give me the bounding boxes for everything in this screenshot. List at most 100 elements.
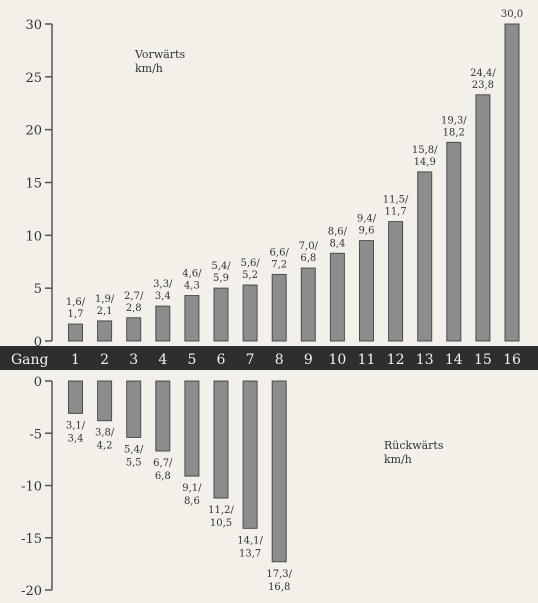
gear-number-13: 13 bbox=[416, 352, 434, 368]
reverse-bar-2 bbox=[97, 380, 113, 422]
forward-bar-6 bbox=[213, 287, 229, 342]
reverse-bar-6 bbox=[213, 380, 229, 499]
reverse-label-bottom-8: 16,8 bbox=[268, 582, 290, 593]
forward-label-top-15: 24,4/ bbox=[470, 68, 496, 79]
gear-number-7: 7 bbox=[246, 352, 255, 368]
forward-label-bottom-11: 9,6 bbox=[359, 226, 375, 237]
forward-label-bottom-5: 4,3 bbox=[184, 281, 200, 292]
reverse-bar-3 bbox=[126, 380, 142, 438]
reverse-label-bottom-3: 5,5 bbox=[126, 457, 142, 468]
reverse-label-top-6: 11,2/ bbox=[208, 505, 234, 516]
forward-label-bottom-14: 18,2 bbox=[443, 127, 465, 138]
forward-tick-label-0: 0 bbox=[34, 335, 42, 350]
forward-bar-5 bbox=[184, 295, 200, 342]
forward-label-top-11: 9,4/ bbox=[357, 214, 377, 225]
forward-label-bottom-8: 7,2 bbox=[271, 259, 287, 270]
forward-label-bottom-15: 23,8 bbox=[472, 80, 494, 91]
forward-bar-13 bbox=[417, 171, 433, 342]
reverse-label-bottom-2: 4,2 bbox=[97, 441, 113, 452]
forward-bar-1 bbox=[68, 323, 83, 342]
forward-bars: 1,6/1,7 1,9/2,1 2,7/2,8 3,3/3,4 4,6/4,3 5,4/5… bbox=[66, 9, 523, 342]
gear-band-background bbox=[0, 346, 538, 370]
forward-label-top-2: 1,9/ bbox=[95, 294, 115, 305]
reverse-unit: km/h bbox=[384, 453, 412, 466]
forward-label-top-4: 3,3/ bbox=[153, 279, 173, 290]
forward-label-top-13: 15,8/ bbox=[412, 145, 438, 156]
gear-number-8: 8 bbox=[275, 352, 284, 368]
forward-axis: 0 5 10 15 20 25 30 bbox=[25, 18, 53, 350]
forward-bar-4 bbox=[155, 305, 171, 342]
reverse-label-top-4: 6,7/ bbox=[153, 458, 173, 469]
reverse-tick-label--20: -20 bbox=[21, 584, 42, 599]
reverse-bar-7 bbox=[242, 380, 258, 529]
forward-label-top-7: 5,6/ bbox=[240, 258, 260, 269]
reverse-tick-label--15: -15 bbox=[21, 532, 42, 547]
forward-label-bottom-3: 2,8 bbox=[126, 303, 142, 314]
forward-label-top-14: 19,3/ bbox=[441, 115, 467, 126]
forward-bar-2 bbox=[97, 320, 113, 342]
forward-label-bottom-2: 2,1 bbox=[97, 306, 113, 317]
forward-tick-label-15: 15 bbox=[25, 177, 42, 192]
forward-tick-label-5: 5 bbox=[34, 282, 42, 297]
forward-bar-8 bbox=[271, 273, 287, 342]
forward-label-top-10: 8,6/ bbox=[328, 226, 348, 237]
forward-bar-12 bbox=[388, 221, 404, 342]
reverse-label-top-8: 17,3/ bbox=[266, 569, 292, 580]
gear-number-2: 2 bbox=[100, 352, 109, 368]
forward-label-top-12: 11,5/ bbox=[383, 195, 409, 206]
reverse-label-top-3: 5,4/ bbox=[124, 444, 144, 455]
reverse-bar-1 bbox=[68, 380, 83, 414]
forward-label-top-5: 4,6/ bbox=[182, 269, 202, 280]
forward-title: Vorwärts bbox=[134, 48, 185, 61]
forward-label-top-1: 1,6/ bbox=[66, 297, 86, 308]
forward-bar-11 bbox=[359, 240, 374, 342]
gear-number-15: 15 bbox=[474, 352, 492, 368]
reverse-label-bottom-1: 3,4 bbox=[68, 433, 84, 444]
forward-label-bottom-13: 14,9 bbox=[414, 157, 436, 168]
forward-bar-10 bbox=[329, 252, 345, 342]
reverse-label-bottom-7: 13,7 bbox=[239, 548, 261, 559]
forward-label-top-8: 6,6/ bbox=[270, 247, 290, 258]
reverse-bar-4 bbox=[155, 380, 171, 452]
forward-bar-3 bbox=[126, 317, 142, 342]
reverse-tick-label--5: -5 bbox=[29, 427, 42, 442]
gear-number-3: 3 bbox=[129, 352, 138, 368]
forward-label-bottom-6: 5,9 bbox=[213, 273, 229, 284]
forward-unit: km/h bbox=[135, 62, 163, 75]
reverse-label-top-2: 3,8/ bbox=[95, 428, 115, 439]
forward-bar-15 bbox=[475, 94, 491, 342]
reverse-label-bottom-4: 6,8 bbox=[155, 471, 171, 482]
reverse-label-top-5: 9,1/ bbox=[182, 483, 202, 494]
reverse-bar-8 bbox=[271, 380, 287, 563]
gear-number-4: 4 bbox=[158, 352, 167, 368]
gear-number-6: 6 bbox=[217, 352, 226, 368]
forward-label-bottom-1: 1,7 bbox=[68, 309, 84, 320]
forward-tick-label-10: 10 bbox=[25, 229, 42, 244]
gear-number-9: 9 bbox=[304, 352, 313, 368]
reverse-label-top-7: 14,1/ bbox=[237, 535, 263, 546]
forward-tick-label-25: 25 bbox=[25, 71, 42, 86]
forward-tick-label-30: 30 bbox=[25, 18, 42, 33]
forward-label-bottom-7: 5,2 bbox=[242, 270, 258, 281]
gear-band: Gang 1 2 3 4 5 6 7 8 9 10 11 12 13 14 15 16 bbox=[0, 346, 538, 370]
forward-label-top-16: 30,0 bbox=[501, 9, 523, 20]
forward-label-bottom-12: 11,7 bbox=[384, 207, 406, 218]
forward-tick-label-20: 20 bbox=[25, 124, 42, 139]
reverse-label-top-1: 3,1/ bbox=[66, 420, 86, 431]
gear-number-14: 14 bbox=[445, 352, 463, 368]
reverse-bars: 3,1/3,4 3,8/4,2 5,4/5,5 6,7/6,8 9,1/8,6 11,2/… bbox=[66, 380, 293, 593]
reverse-label-bottom-5: 8,6 bbox=[184, 496, 200, 507]
forward-label-top-9: 7,0/ bbox=[299, 241, 319, 252]
reverse-title: Rückwärts bbox=[384, 439, 444, 452]
reverse-tick-label--10: -10 bbox=[21, 480, 42, 495]
gear-number-5: 5 bbox=[187, 352, 196, 368]
forward-label-top-3: 2,7/ bbox=[124, 291, 144, 302]
reverse-bar-5 bbox=[184, 380, 200, 477]
forward-label-bottom-4: 3,4 bbox=[155, 291, 171, 302]
gear-number-16: 16 bbox=[503, 352, 521, 368]
gear-number-12: 12 bbox=[387, 352, 405, 368]
reverse-axis: 0 -5 -10 -15 -20 bbox=[21, 375, 53, 599]
gear-number-10: 10 bbox=[328, 352, 346, 368]
gear-row-label: Gang bbox=[11, 352, 49, 368]
